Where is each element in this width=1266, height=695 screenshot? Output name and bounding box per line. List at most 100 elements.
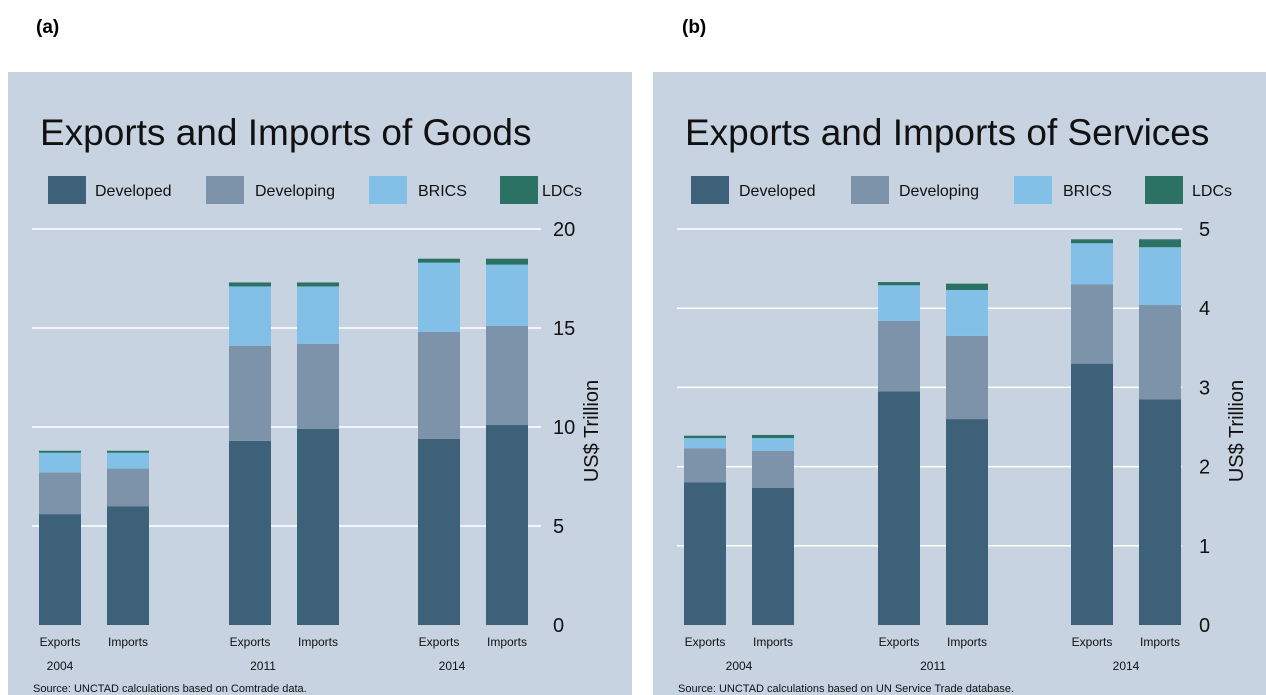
y-tick-label: 3 (1199, 377, 1210, 399)
goods-source-note: Source: UNCTAD calculations based on Com… (33, 683, 307, 695)
bar-brics (878, 285, 920, 321)
legend-label-ldcs: LDCs (1192, 183, 1232, 200)
x-category-label: Exports (40, 635, 81, 649)
legend-swatch-brics (1014, 176, 1052, 204)
bar-developing (878, 320, 920, 392)
bar-developing (229, 345, 271, 441)
x-category-label: Imports (108, 635, 148, 649)
bar-ldcs (752, 434, 794, 439)
x-category-label: Exports (879, 635, 920, 649)
y-tick-label: 20 (553, 219, 575, 241)
bar-developed (297, 428, 339, 625)
bar-ldcs (878, 282, 920, 286)
y-tick-label: 5 (553, 516, 564, 538)
bar-developing (39, 472, 81, 515)
bar-developed (752, 487, 794, 625)
x-group-label: 2011 (250, 659, 276, 673)
y-tick-label: 10 (553, 417, 575, 439)
legend-label-developing: Developing (255, 183, 335, 200)
legend-label-brics: BRICS (1063, 183, 1112, 200)
bar-developing (486, 326, 528, 426)
bar-developing (1071, 284, 1113, 364)
bar-developing (752, 450, 794, 488)
bar-developing (946, 335, 988, 420)
bar-brics (39, 452, 81, 473)
bar-ldcs (418, 258, 460, 263)
services-chart-panel: 0 1 2 3 4 5 US$ Trillion Developed Developing BRI… (653, 72, 1266, 695)
bar-developed (946, 419, 988, 625)
panel-a-label: (a) (36, 17, 60, 38)
legend-swatch-brics (369, 176, 407, 204)
legend-label-developed: Developed (95, 183, 172, 200)
bar-ldcs (297, 282, 339, 287)
bar-developed (684, 482, 726, 625)
x-category-label: Imports (487, 635, 527, 649)
bar-brics (946, 289, 988, 336)
x-group-label: 2014 (439, 659, 466, 673)
bar-developed (1139, 399, 1181, 625)
bar-developed (418, 438, 460, 625)
y-axis-title: US$ Trillion (1226, 380, 1248, 482)
bar-brics (107, 452, 149, 469)
bar-brics (752, 438, 794, 451)
services-chart-svg: 0 1 2 3 4 5 US$ Trillion Developed Developing BRI… (677, 176, 1248, 673)
legend-label-ldcs: LDCs (542, 183, 582, 200)
bar-ldcs (486, 258, 528, 265)
x-category-label: Exports (230, 635, 271, 649)
x-category-label: Imports (298, 635, 338, 649)
bar-developed (486, 425, 528, 625)
legend-label-developed: Developed (739, 183, 816, 200)
x-category-label: Exports (419, 635, 460, 649)
bar-brics (684, 438, 726, 449)
bar-ldcs (1139, 239, 1181, 248)
y-tick-label: 4 (1199, 298, 1210, 320)
bar-developing (297, 343, 339, 429)
legend-swatch-developing (206, 176, 244, 204)
x-category-label: Imports (947, 635, 987, 649)
legend-label-brics: BRICS (418, 183, 467, 200)
bar-ldcs (39, 450, 81, 453)
bar-developing (684, 448, 726, 483)
services-source-note: Source: UNCTAD calculations based on UN … (678, 683, 1015, 695)
y-tick-label: 15 (553, 318, 575, 340)
y-tick-label: 2 (1199, 457, 1210, 479)
panel-b-label: (b) (682, 17, 707, 38)
legend-swatch-developing (851, 176, 889, 204)
bar-ldcs (107, 450, 149, 453)
bar-brics (229, 286, 271, 346)
bar-brics (418, 262, 460, 332)
y-tick-label: 0 (1199, 615, 1210, 637)
legend-swatch-developed (48, 176, 86, 204)
legend-swatch-ldcs (500, 176, 538, 204)
goods-chart-svg: 0 5 10 15 20 US$ Trillion Developed Developing B… (32, 176, 603, 673)
bar-developing (107, 468, 149, 507)
y-tick-label: 0 (553, 615, 564, 637)
bar-developed (107, 506, 149, 625)
legend-swatch-developed (691, 176, 729, 204)
bar-brics (1071, 243, 1113, 285)
bar-developed (878, 391, 920, 625)
y-axis-title: US$ Trillion (581, 380, 603, 482)
y-tick-label: 5 (1199, 219, 1210, 241)
bar-brics (1139, 247, 1181, 306)
x-category-label: Imports (753, 635, 793, 649)
bar-brics (297, 286, 339, 344)
bar-developed (229, 440, 271, 625)
bar-developed (1071, 363, 1113, 625)
bar-ldcs (229, 282, 271, 287)
services-chart-title: Exports and Imports of Services (685, 112, 1210, 153)
bar-ldcs (1071, 239, 1113, 244)
x-category-label: Exports (1072, 635, 1113, 649)
x-group-label: 2011 (920, 659, 946, 673)
legend-swatch-ldcs (1145, 176, 1183, 204)
bar-developing (1139, 305, 1181, 400)
bar-developed (39, 514, 81, 625)
y-tick-label: 1 (1199, 536, 1210, 558)
bar-developing (418, 331, 460, 439)
bar-brics (486, 264, 528, 327)
x-category-label: Exports (685, 635, 726, 649)
goods-chart-title: Exports and Imports of Goods (40, 112, 532, 153)
x-category-label: Imports (1140, 635, 1180, 649)
x-group-label: 2014 (1113, 659, 1140, 673)
x-group-label: 2004 (726, 659, 753, 673)
